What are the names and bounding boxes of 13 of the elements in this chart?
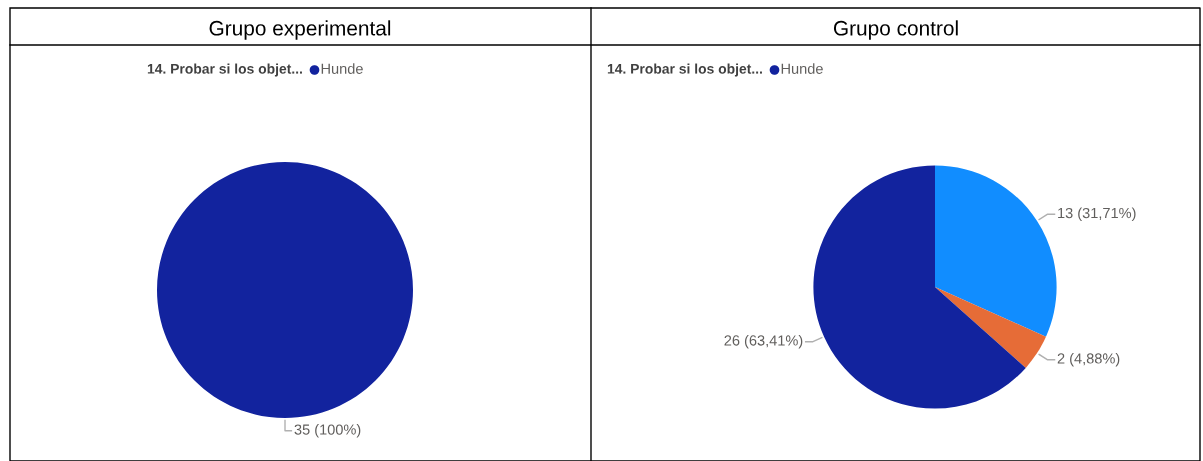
pie-slice: [813, 165, 1026, 409]
legend-title: 14. Probar si los objet...: [147, 63, 302, 77]
data-label: 35 (100%): [294, 424, 361, 438]
pie-slice: [935, 287, 1046, 368]
chart-title: Grupo experimental: [209, 20, 391, 40]
data-label: 2 (4,88%): [1057, 352, 1120, 367]
data-label: 13 (31,71%): [1058, 207, 1136, 222]
legend-title: 14. Probar si los objet...: [607, 63, 762, 77]
chart-title: Grupo control: [833, 20, 958, 40]
pie-slice: [935, 165, 1057, 337]
legend-label: Hunde: [781, 63, 823, 74]
legend-label: Hunde: [321, 63, 363, 74]
data-label: 26 (63,41%): [724, 334, 803, 349]
